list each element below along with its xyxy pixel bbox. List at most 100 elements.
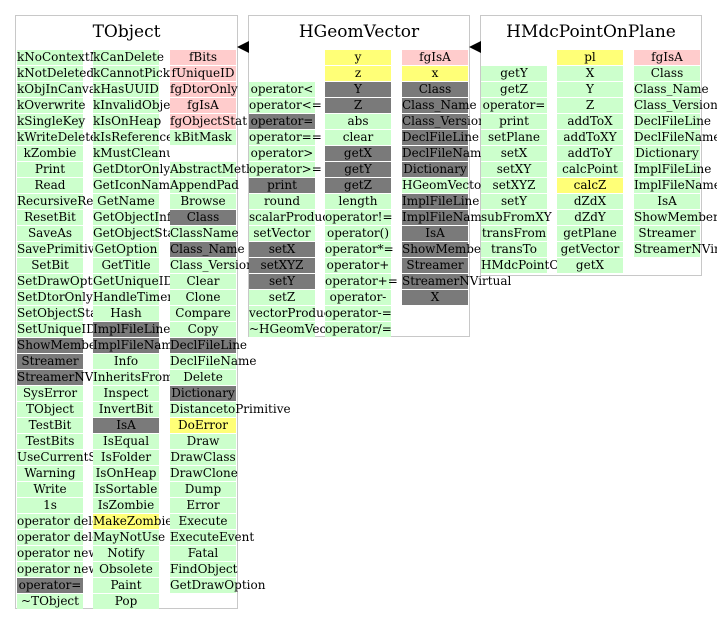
tobject-member[interactable]: SetUniqueID xyxy=(17,322,96,337)
hgeomvector-member[interactable]: operator+ xyxy=(325,258,391,273)
tobject-member[interactable]: AppendPad xyxy=(170,178,239,193)
tobject-member[interactable]: Dictionary xyxy=(170,386,236,401)
hmdcpointonplane-member[interactable]: setPlane xyxy=(481,130,547,145)
hgeomvector-member[interactable]: print xyxy=(249,178,315,193)
tobject-member[interactable]: Clear xyxy=(170,274,236,289)
hgeomvector-member[interactable]: HGeomVector xyxy=(402,178,487,193)
tobject-member[interactable]: GetTitle xyxy=(93,258,159,273)
hmdcpointonplane-member[interactable]: getVector xyxy=(557,242,623,257)
tobject-member[interactable]: InheritsFrom xyxy=(93,370,174,385)
tobject-member[interactable]: kMustCleanup xyxy=(93,146,182,161)
tobject-member[interactable]: kIsReferenced xyxy=(93,130,181,145)
hgeomvector-member[interactable]: operator- xyxy=(325,290,391,305)
tobject-member[interactable]: ResetBit xyxy=(17,210,83,225)
tobject-member[interactable]: Print xyxy=(17,162,83,177)
hgeomvector-member[interactable]: length xyxy=(325,194,391,209)
tobject-member[interactable]: operator delete xyxy=(17,514,112,529)
tobject-member[interactable]: InvertBit xyxy=(93,402,159,417)
hmdcpointonplane-member[interactable]: DeclFileName xyxy=(634,130,717,145)
hgeomvector-member[interactable]: operator< xyxy=(249,82,315,97)
hmdcpointonplane-member[interactable]: dZdY xyxy=(557,210,623,225)
tobject-member[interactable]: SetBit xyxy=(17,258,83,273)
tobject-member[interactable]: Fatal xyxy=(170,546,236,561)
tobject-member[interactable]: DrawClone xyxy=(170,466,238,481)
tobject-member[interactable]: Browse xyxy=(170,194,236,209)
hgeomvector-member[interactable]: ImplFileLine xyxy=(402,194,480,209)
hmdcpointonplane-member[interactable]: Y xyxy=(557,82,623,97)
hgeomvector-member[interactable]: getY xyxy=(325,162,391,177)
hmdcpointonplane-member[interactable]: print xyxy=(481,114,547,129)
hmdcpointonplane-member[interactable]: Class xyxy=(634,66,700,81)
hmdcpointonplane-member[interactable]: ImplFileName xyxy=(634,178,717,193)
hgeomvector-member[interactable]: operator/= xyxy=(325,322,392,337)
tobject-member[interactable]: TestBit xyxy=(17,418,83,433)
tobject-member[interactable]: GetObjectStat xyxy=(93,226,180,241)
hgeomvector-member[interactable]: operator-= xyxy=(325,306,392,321)
hgeomvector-member[interactable]: ~HGeomVector xyxy=(249,322,344,337)
hgeomvector-member[interactable]: abs xyxy=(325,114,391,129)
tobject-member[interactable]: Delete xyxy=(170,370,236,385)
hgeomvector-member[interactable]: Z xyxy=(325,98,391,113)
tobject-member[interactable]: ClassName xyxy=(170,226,239,241)
hmdcpointonplane-member[interactable]: setY xyxy=(481,194,547,209)
tobject-member[interactable]: Streamer xyxy=(17,354,83,369)
tobject-member[interactable]: fBits xyxy=(170,50,236,65)
hmdcpointonplane-member[interactable]: HMdcPointOnPlane xyxy=(481,258,601,273)
hmdcpointonplane-member[interactable]: IsA xyxy=(634,194,700,209)
tobject-member[interactable]: Hash xyxy=(93,306,159,321)
hgeomvector-member[interactable]: round xyxy=(249,194,315,209)
tobject-member[interactable]: ImplFileLine xyxy=(93,322,171,337)
hgeomvector-member[interactable]: setXYZ xyxy=(249,258,315,273)
tobject-member[interactable]: Info xyxy=(93,354,159,369)
tobject-member[interactable]: Error xyxy=(170,498,236,513)
tobject-member[interactable]: DistancetoPrimitive xyxy=(170,402,291,417)
tobject-member[interactable]: kBitMask xyxy=(170,130,236,145)
hmdcpointonplane-member[interactable]: getY xyxy=(481,66,547,81)
hgeomvector-member[interactable]: operator= xyxy=(249,114,315,129)
hgeomvector-member[interactable]: getX xyxy=(325,146,391,161)
hgeomvector-member[interactable]: scalarProduct xyxy=(249,210,334,225)
hmdcpointonplane-member[interactable]: ImplFileLine xyxy=(634,162,712,177)
tobject-member[interactable]: Compare xyxy=(170,306,236,321)
tobject-member[interactable]: kObjInCanvas xyxy=(17,82,103,97)
tobject-member[interactable]: GetIconName xyxy=(93,178,178,193)
tobject-member[interactable]: Pop xyxy=(93,594,159,609)
hmdcpointonplane-member[interactable]: getZ xyxy=(481,82,547,97)
tobject-member[interactable]: kSingleKey xyxy=(17,114,86,129)
tobject-member[interactable]: MayNotUse xyxy=(93,530,166,545)
tobject-member[interactable]: IsEqual xyxy=(93,434,159,449)
hgeomvector-member[interactable]: Class_Version xyxy=(402,114,486,129)
hgeomvector-member[interactable]: Streamer xyxy=(402,258,468,273)
hgeomvector-member[interactable]: Class_Name xyxy=(402,98,477,113)
tobject-member[interactable]: ImplFileName xyxy=(93,338,180,353)
hmdcpointonplane-member[interactable]: getPlane xyxy=(557,226,623,241)
hgeomvector-member[interactable]: operator== xyxy=(249,130,322,145)
hmdcpointonplane-member[interactable]: Class_Version xyxy=(634,98,717,113)
tobject-member[interactable]: fUniqueID xyxy=(170,66,236,81)
tobject-member[interactable]: UseCurrentStyle xyxy=(17,450,120,465)
tobject-member[interactable]: Notify xyxy=(93,546,159,561)
tobject-member[interactable]: ~TObject xyxy=(17,594,83,609)
hmdcpointonplane-member[interactable]: addToXY xyxy=(557,130,623,145)
hmdcpointonplane-member[interactable]: X xyxy=(557,66,623,81)
tobject-member[interactable]: StreamerNVirtual xyxy=(17,370,127,385)
tobject-member[interactable]: ShowMembers xyxy=(17,338,108,353)
hgeomvector-member[interactable]: clear xyxy=(325,130,391,145)
hmdcpointonplane-member[interactable]: calcPoint xyxy=(557,162,623,177)
hmdcpointonplane-member[interactable]: Dictionary xyxy=(634,146,700,161)
tobject-member[interactable]: GetUniqueID xyxy=(93,274,174,289)
tobject-member[interactable]: operator new[] xyxy=(17,562,108,577)
hgeomvector-member[interactable]: vectorProduct xyxy=(249,306,336,321)
hmdcpointonplane-member[interactable]: Z xyxy=(557,98,623,113)
hgeomvector-member[interactable]: Dictionary xyxy=(402,162,468,177)
tobject-member[interactable]: Read xyxy=(17,178,83,193)
tobject-member[interactable]: DrawClass xyxy=(170,450,236,465)
hgeomvector-member[interactable]: DeclFileLine xyxy=(402,130,480,145)
tobject-member[interactable]: kZombie xyxy=(17,146,83,161)
hmdcpointonplane-member[interactable]: Streamer xyxy=(634,226,700,241)
hgeomvector-member[interactable]: z xyxy=(325,66,391,81)
hgeomvector-member[interactable]: setVector xyxy=(249,226,315,241)
tobject-member[interactable]: RecursiveRemove xyxy=(17,194,126,209)
hgeomvector-member[interactable]: IsA xyxy=(402,226,468,241)
tobject-member[interactable]: SavePrimitive xyxy=(17,242,102,257)
